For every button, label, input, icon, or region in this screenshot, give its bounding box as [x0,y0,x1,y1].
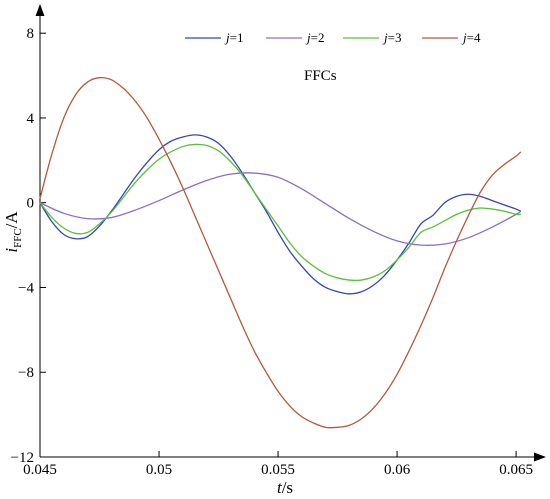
y-axis-arrow-icon [35,4,45,16]
legend-label-4: j=4 [461,30,481,45]
y-axis-title-unit: /A [2,211,21,229]
legend-label-3: j=3 [382,30,401,45]
y-tick-label: 0 [27,196,35,212]
y-axis-title-main: i [2,248,21,253]
x-tick-label: 0.065 [499,462,533,478]
y-axis-title-subscript: FFC [12,228,24,248]
y-axis-title: iFFC/A [2,211,24,253]
series-line-1 [39,134,522,295]
axes [35,4,546,462]
y-tick-label: −12 [11,450,34,466]
x-axis-title-unit: /s [282,478,293,497]
x-tick-label: 0.06 [384,462,411,478]
x-axis-title-main: t [277,478,283,497]
legend-label-1: j=1 [224,30,243,45]
x-axis-title: t/s [277,478,293,497]
ticks: 0.045 0.05 0.055 0.06 0.065 −12 −8 −4 0 4 8 [11,26,533,478]
legend-label-2: j=2 [305,30,324,45]
series-layer [39,76,522,429]
x-tick-label: 0.05 [146,462,172,478]
y-tick-label: −4 [18,280,34,296]
y-tick-label: −8 [18,365,34,381]
series-line-2 [39,172,522,246]
series-line-4 [39,76,522,429]
series-line-3 [39,143,521,282]
x-tick-label: 0.045 [23,462,57,478]
x-axis-arrow-icon [534,452,546,462]
y-tick-label: 8 [27,26,35,42]
legend: j=1 j=2 j=3 j=4 [185,30,481,45]
chart-annotation: FFCs [304,68,337,84]
x-tick-label: 0.055 [261,462,295,478]
y-tick-label: 4 [27,111,35,127]
